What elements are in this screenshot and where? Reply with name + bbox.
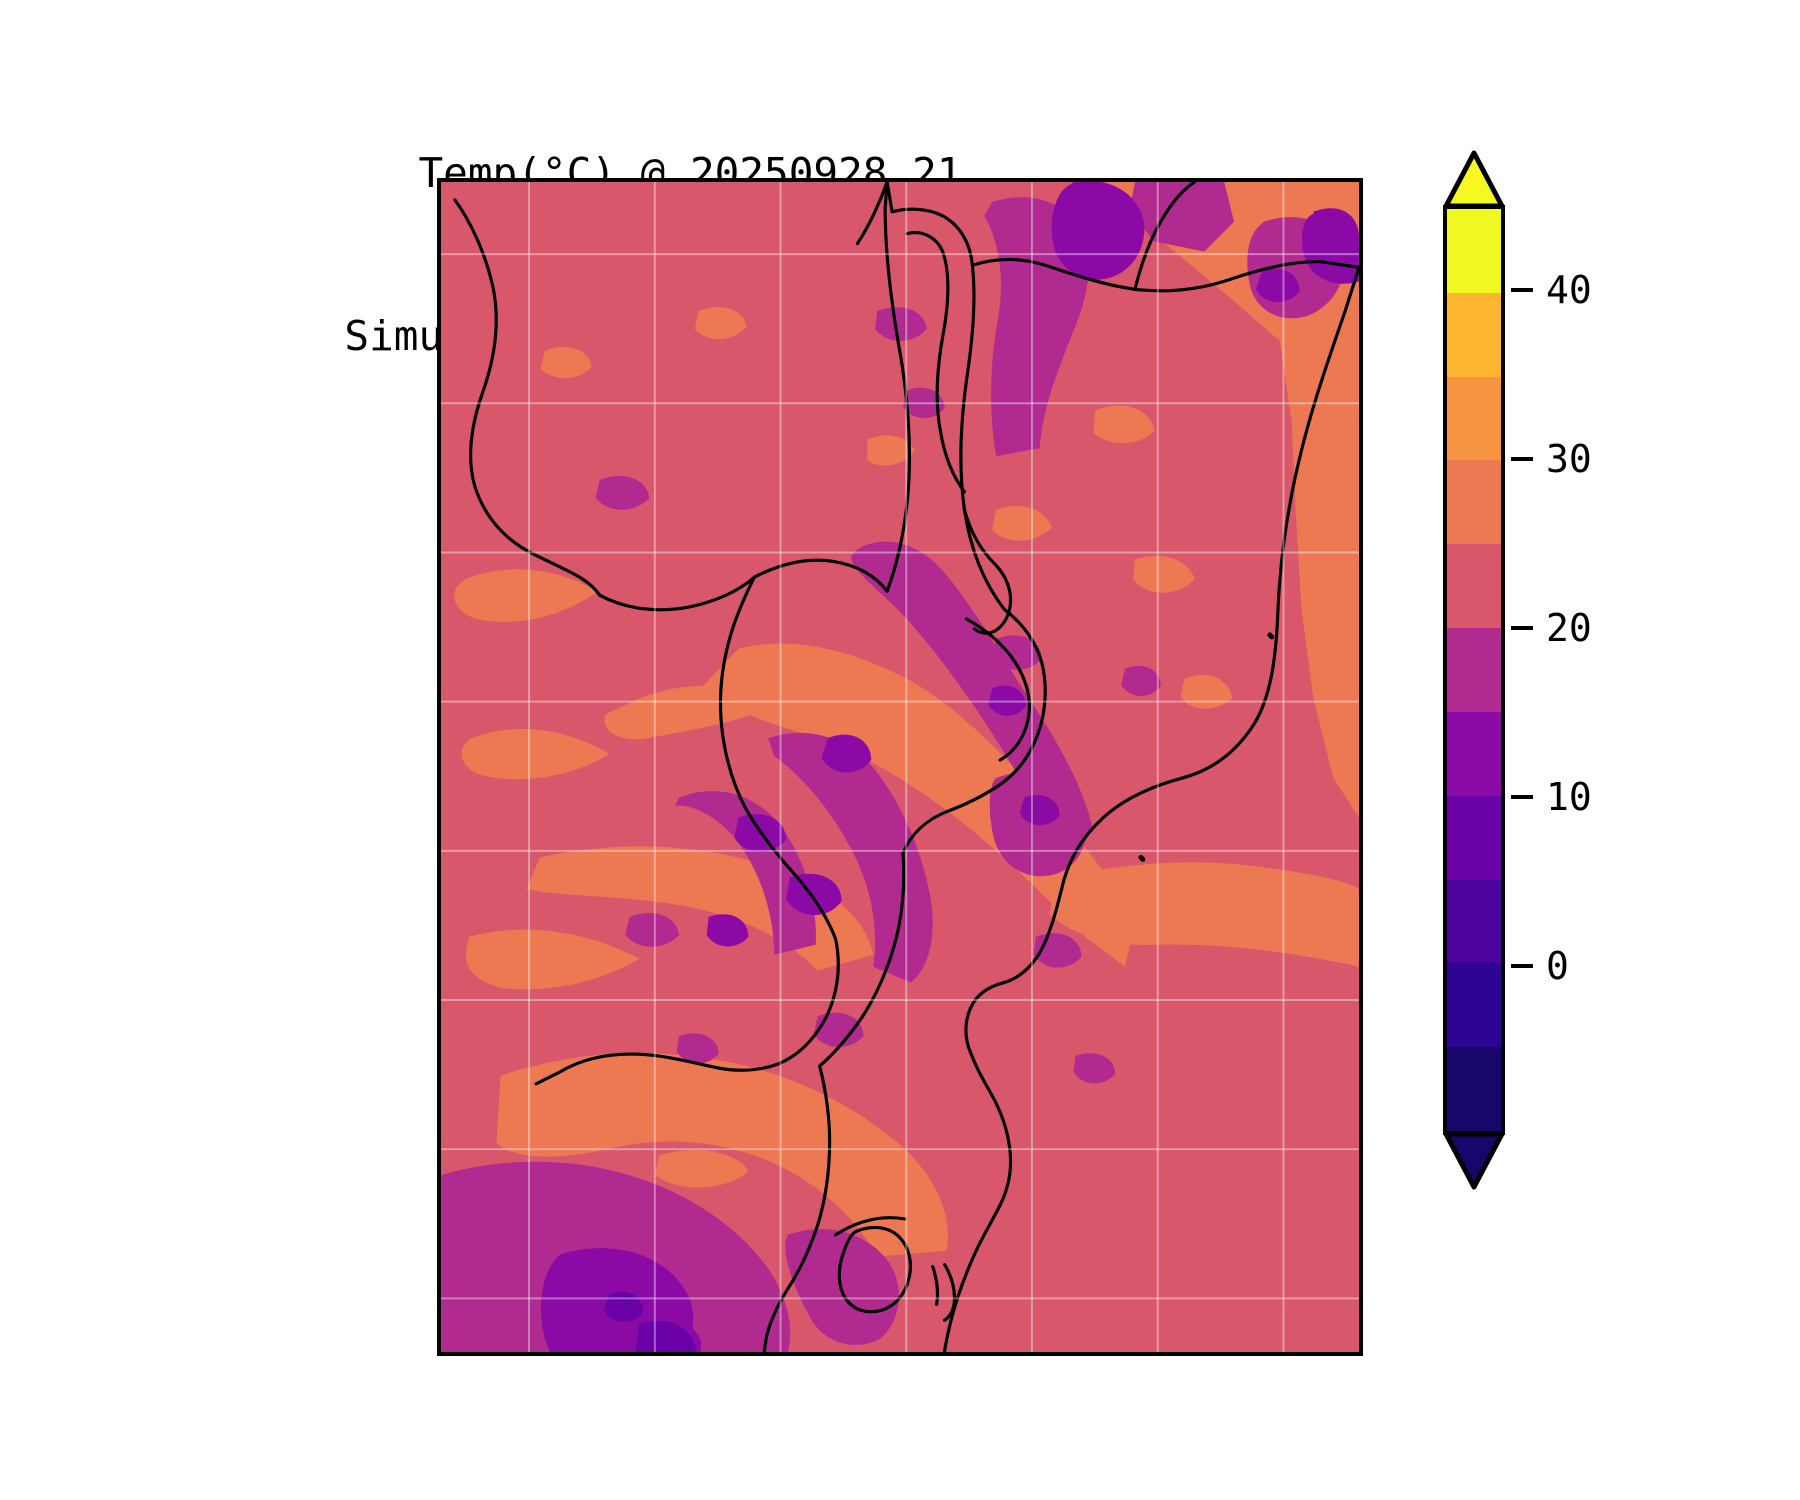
- colorbar-band: [1447, 1047, 1501, 1131]
- colorbar-tick: 10: [1511, 775, 1592, 819]
- colorbar-band: [1447, 209, 1501, 293]
- colorbar-tick-mark: [1511, 625, 1533, 630]
- colorbar-band: [1447, 711, 1501, 796]
- colorbar-bands: [1443, 205, 1505, 1135]
- colorbar-tick-label: 10: [1546, 774, 1592, 819]
- colorbar-band: [1447, 292, 1501, 377]
- colorbar-tick: 20: [1511, 606, 1592, 650]
- colorbar-tick: 30: [1511, 437, 1592, 481]
- colorbar[interactable]: 40 30 20 10 0: [1443, 150, 1592, 1190]
- colorbar-band: [1447, 963, 1501, 1048]
- colorbar-under-arrow: [1443, 1131, 1505, 1190]
- colorbar-band: [1447, 544, 1501, 629]
- map-plot-area[interactable]: 10°S 12.5°S 15°S 17.5°S 20°S 22.5°S 25°S…: [437, 178, 1363, 1356]
- colorbar-tick-mark: [1511, 456, 1533, 461]
- colorbar-band: [1447, 795, 1501, 880]
- colorbar-band: [1447, 879, 1501, 964]
- colorbar-band: [1447, 460, 1501, 545]
- colorbar-tick-mark: [1511, 794, 1533, 799]
- colorbar-tick-mark: [1511, 287, 1533, 292]
- colorbar-band: [1447, 376, 1501, 461]
- colorbar-tick-label: 40: [1546, 267, 1592, 312]
- temperature-contour-field: [441, 182, 1359, 1352]
- colorbar-tick-label: 30: [1546, 436, 1592, 481]
- colorbar-tick: 0: [1511, 944, 1569, 988]
- colorbar-over-arrow: [1443, 150, 1505, 209]
- colorbar-tick-label: 20: [1546, 605, 1592, 650]
- colorbar-tick-label: 0: [1546, 943, 1569, 988]
- map-gridlines: [441, 182, 1359, 1352]
- colorbar-tick: 40: [1511, 268, 1592, 312]
- colorbar-tick-mark: [1511, 963, 1533, 968]
- colorbar-band: [1447, 628, 1501, 712]
